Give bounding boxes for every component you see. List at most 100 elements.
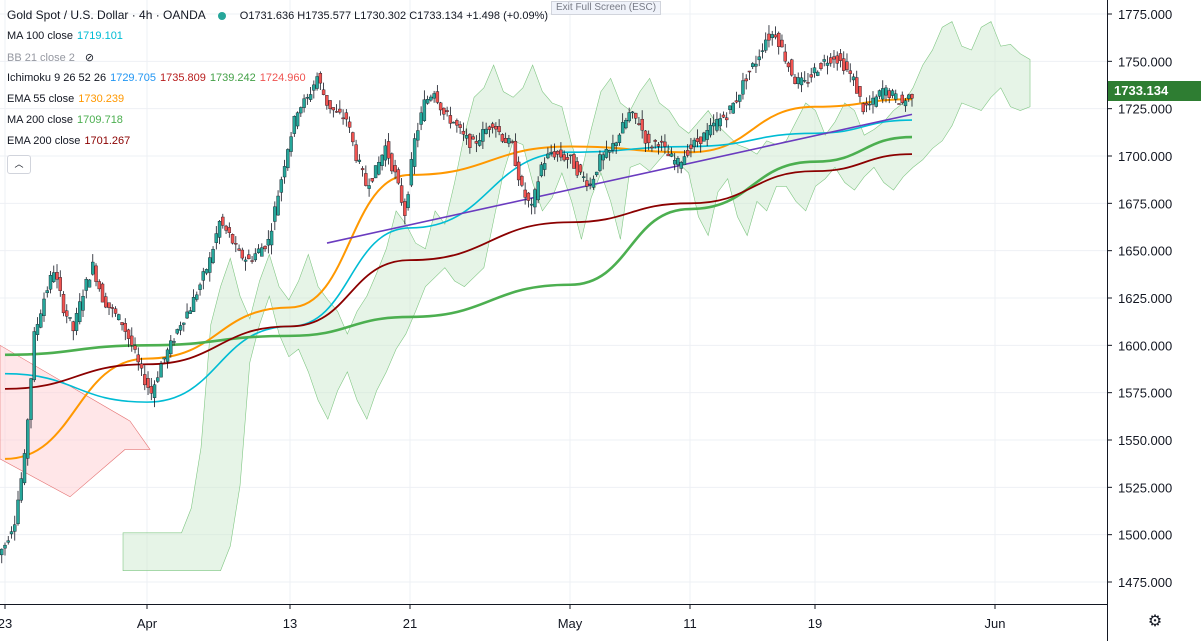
- candle-body: [169, 340, 173, 355]
- candle-body: [822, 59, 826, 62]
- candle-body: [510, 141, 514, 143]
- candle-body: [113, 308, 118, 314]
- time-tick-label: May: [558, 616, 583, 631]
- candle-body: [165, 349, 170, 362]
- candle-body: [318, 73, 323, 84]
- candle-body: [910, 94, 914, 99]
- candle-body: [373, 165, 378, 179]
- candle-body: [104, 296, 108, 308]
- candle-body: [842, 58, 846, 71]
- candle-body: [624, 119, 628, 129]
- candle-body: [214, 233, 219, 243]
- candle-body: [568, 154, 573, 157]
- time-axis[interactable]: 23 Apr 13 21 May 11 19 Jun: [0, 604, 1107, 641]
- candle-body: [91, 261, 95, 275]
- candle-body: [240, 249, 245, 259]
- candle-body: [572, 154, 576, 169]
- time-tick-label: 11: [683, 616, 697, 631]
- candle-body: [643, 130, 648, 144]
- gear-icon[interactable]: ⚙: [1147, 613, 1163, 630]
- candle-body: [383, 145, 388, 161]
- candle-body: [94, 265, 98, 282]
- candle-body: [156, 377, 160, 382]
- candle-body: [529, 203, 534, 206]
- candle-body: [796, 77, 800, 85]
- candle-body: [331, 107, 336, 111]
- candle-body: [204, 269, 209, 274]
- candle-body: [328, 100, 332, 110]
- candle-body: [87, 279, 92, 288]
- candle-body: [341, 117, 345, 120]
- candle-body: [432, 93, 436, 99]
- candle-body: [451, 121, 456, 124]
- candle-body: [390, 153, 394, 172]
- candle-body: [653, 140, 657, 142]
- candle-body: [601, 154, 605, 161]
- candle-body: [786, 62, 791, 68]
- candle-body: [172, 341, 176, 343]
- candle-body: [195, 294, 199, 300]
- symbol-header: Gold Spot / U.S. Dollar · 4h · OANDA O17…: [7, 8, 548, 22]
- candle-body: [507, 138, 511, 144]
- candle-body: [52, 272, 56, 282]
- candle-body: [422, 99, 427, 121]
- candle-body: [126, 329, 131, 339]
- candle-body: [325, 95, 329, 106]
- candle-body: [542, 163, 547, 170]
- candle-body: [679, 162, 683, 169]
- candle-body: [442, 107, 446, 115]
- candle-body: [604, 149, 609, 158]
- price-tick-label: 1775.000: [1118, 7, 1172, 22]
- candle-body: [110, 307, 114, 309]
- time-tick-label: 19: [808, 616, 822, 631]
- candle-body: [412, 138, 417, 167]
- candle-body: [61, 294, 66, 314]
- exit-full-screen-button[interactable]: Exit Full Screen (ESC): [551, 1, 662, 15]
- candle-body: [692, 139, 696, 147]
- symbol-title: Gold Spot / U.S. Dollar · 4h · OANDA: [7, 8, 206, 22]
- price-tick-label: 1550.000: [1118, 433, 1172, 448]
- candle-body: [890, 90, 895, 96]
- candle-body: [575, 161, 579, 176]
- candle-body: [555, 150, 560, 155]
- candle-body: [744, 78, 748, 82]
- candle-body: [838, 53, 843, 61]
- candle-body: [455, 120, 459, 126]
- candle-body: [409, 159, 414, 186]
- candle-body: [117, 314, 121, 321]
- candle-body: [68, 317, 72, 319]
- candle-body: [533, 189, 537, 208]
- candle-body: [256, 248, 261, 254]
- candle-body: [617, 134, 622, 143]
- candle-body: [549, 151, 553, 154]
- candle-body: [234, 243, 238, 245]
- candle-body: [695, 138, 700, 142]
- ema-200-close-line: [4, 153, 913, 390]
- candle-body: [591, 178, 596, 188]
- candle-body: [887, 90, 891, 98]
- candle-body: [396, 169, 401, 184]
- candle-body: [123, 323, 127, 332]
- candle-body: [29, 378, 33, 420]
- candle-body: [295, 112, 300, 127]
- price-axis[interactable]: 1775.000 1750.000 1725.000 1700.000 1675.000…: [1107, 0, 1201, 641]
- candle-body: [825, 62, 830, 66]
- candle-body: [367, 185, 371, 189]
- candle-body: [273, 206, 277, 222]
- candle-body: [464, 135, 469, 139]
- candle-body: [188, 310, 193, 314]
- candle-body: [646, 133, 651, 144]
- candle-body: [221, 216, 225, 226]
- candle-body: [546, 153, 550, 159]
- price-tick-label: 1650.000: [1118, 244, 1172, 259]
- candle-body: [19, 478, 23, 501]
- collapse-legend-button[interactable]: ︿: [7, 155, 31, 174]
- candle-body: [149, 386, 153, 394]
- candle-body: [282, 166, 287, 178]
- candle-body: [130, 335, 134, 346]
- candle-body: [386, 141, 391, 159]
- price-tick-label: 1725.000: [1118, 102, 1172, 117]
- candle-body: [682, 156, 687, 165]
- candle-body: [198, 284, 202, 290]
